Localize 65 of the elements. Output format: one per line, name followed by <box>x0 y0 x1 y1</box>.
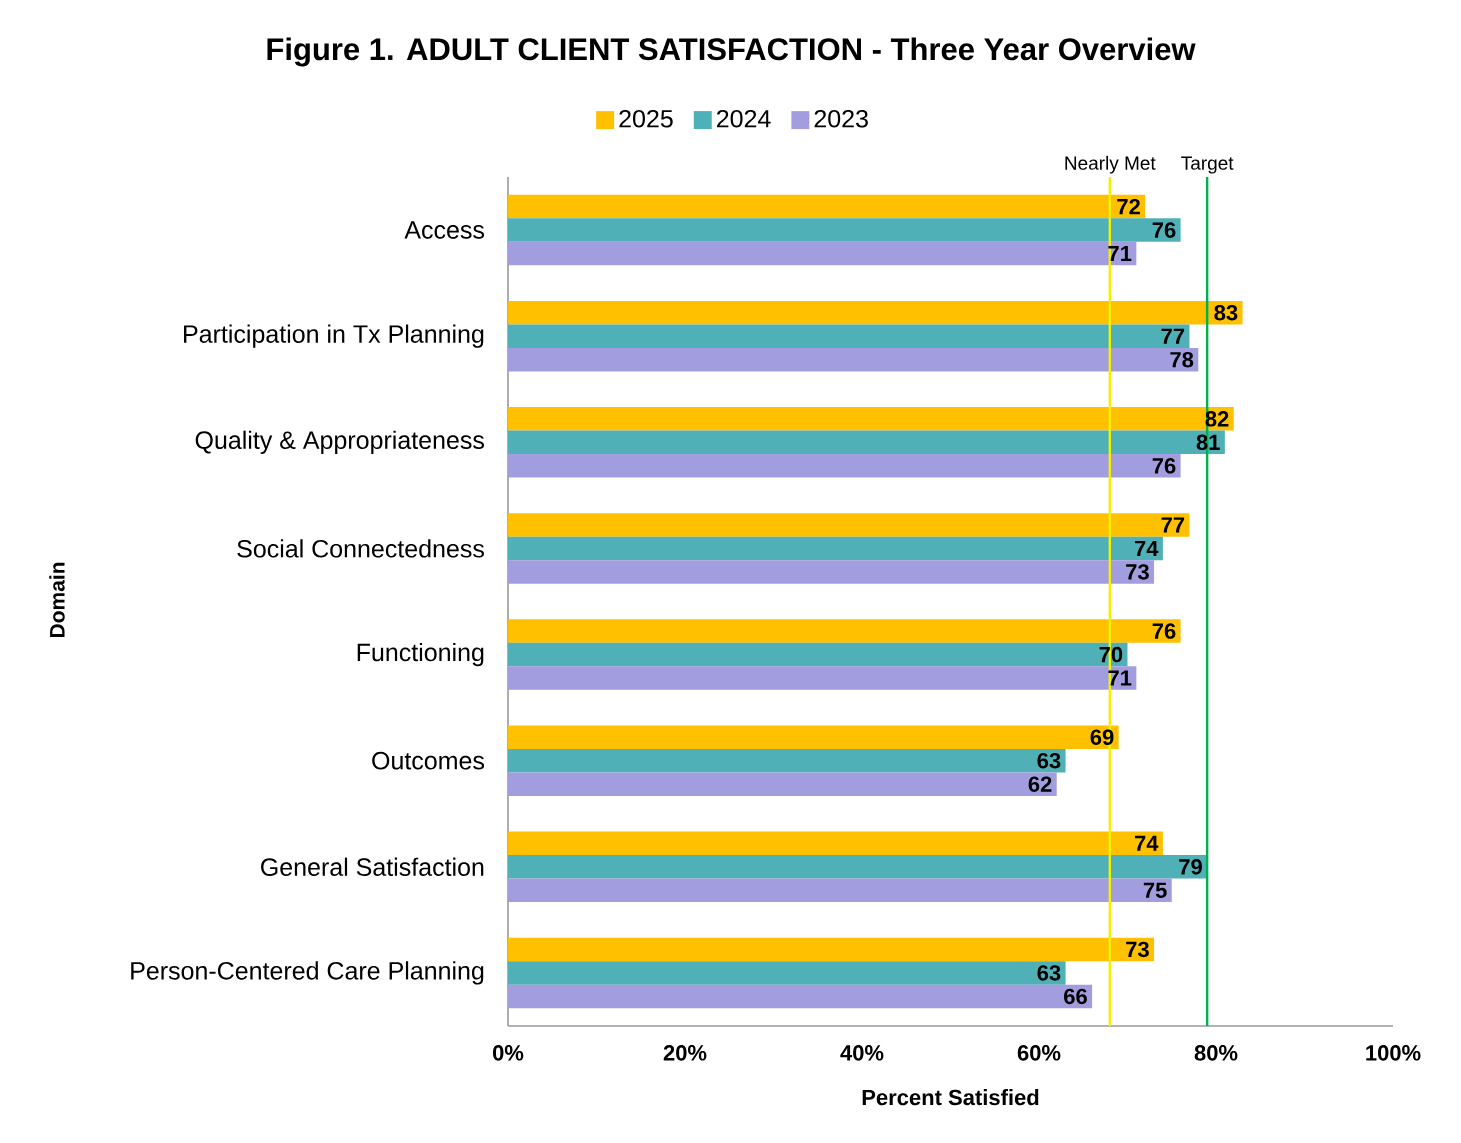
data-label: 75 <box>1143 882 1167 898</box>
bar <box>508 218 1181 242</box>
bar <box>508 454 1181 478</box>
y-tick-label: Access <box>404 221 485 239</box>
bar <box>508 347 1199 372</box>
data-label: 79 <box>1179 859 1202 875</box>
data-label: 69 <box>1090 729 1114 745</box>
data-label: 63 <box>1037 752 1061 769</box>
bar <box>508 666 1137 690</box>
x-tick-label: 100% <box>1366 1045 1421 1061</box>
x-axis-title: Percent Satisfied <box>862 1089 1039 1106</box>
y-tick-label: Participation in Tx Planning <box>184 324 484 348</box>
legend-label: 2024 <box>717 109 771 128</box>
bar <box>508 725 1119 749</box>
bar <box>508 748 1066 773</box>
y-tick-label: Outcomes <box>372 751 485 770</box>
data-label: 63 <box>1037 965 1061 981</box>
bar <box>508 831 1163 856</box>
data-label: 72 <box>1117 198 1140 215</box>
data-label: 78 <box>1170 351 1194 368</box>
bar <box>508 642 1128 667</box>
bar <box>508 619 1181 643</box>
y-tick-label: General Satisfaction <box>261 857 484 876</box>
y-axis-title: Domain <box>49 562 65 638</box>
data-label: 62 <box>1028 776 1052 792</box>
legend-label: 2023 <box>814 109 868 128</box>
data-label: 73 <box>1126 941 1149 958</box>
data-label: 74 <box>1134 540 1159 556</box>
data-label: 76 <box>1152 623 1176 639</box>
data-label: 83 <box>1214 304 1238 321</box>
bar <box>508 855 1208 879</box>
x-tick-label: 40% <box>840 1045 884 1061</box>
bar <box>508 407 1234 431</box>
legend-label: 2025 <box>619 109 673 128</box>
data-label: 76 <box>1152 458 1176 474</box>
x-tick-label: 80% <box>1194 1045 1238 1061</box>
bar <box>508 961 1066 985</box>
bar <box>508 300 1243 325</box>
bar <box>508 430 1225 455</box>
x-tick-label: 20% <box>663 1045 707 1061</box>
data-label: 77 <box>1161 328 1185 344</box>
y-tick-label: Quality & Appropriateness <box>195 430 484 454</box>
data-label: 73 <box>1126 564 1149 580</box>
y-tick-label: Social Connectedness <box>237 539 484 558</box>
bar <box>508 194 1146 219</box>
ref-line-label: Target <box>1181 156 1234 174</box>
x-tick-label: 60% <box>1017 1045 1061 1061</box>
ref-line-label: Nearly Met <box>1065 155 1156 174</box>
data-label: 74 <box>1134 835 1159 851</box>
data-label: 66 <box>1064 988 1087 1005</box>
bar <box>508 772 1057 796</box>
bar <box>508 241 1137 266</box>
chart-title: Figure 1. ADULT CLIENT SATISFACTION - Three Year Overview <box>267 37 1196 67</box>
x-tick-label: 0% <box>492 1045 524 1061</box>
bar <box>508 878 1172 903</box>
bar <box>508 937 1155 962</box>
y-tick-label: Functioning <box>357 642 484 667</box>
bar <box>508 513 1190 537</box>
data-label: 76 <box>1152 222 1176 238</box>
y-tick-label: Person-Centered Care Planning <box>131 961 484 985</box>
bar <box>508 324 1190 348</box>
bar <box>508 560 1155 584</box>
bar <box>508 536 1163 561</box>
bar <box>508 984 1093 1009</box>
data-label: 77 <box>1161 517 1185 533</box>
